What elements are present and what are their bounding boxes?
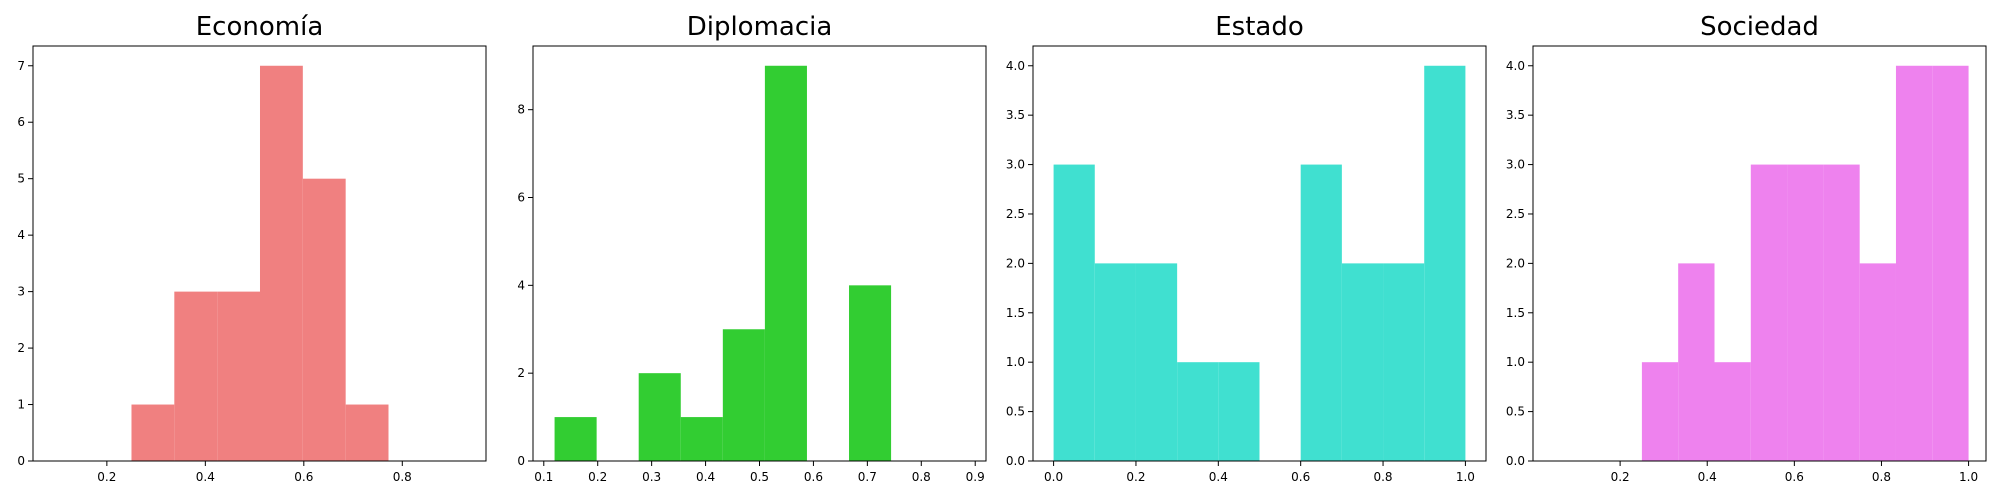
- y-tick-label: 8: [517, 103, 525, 117]
- y-tick-label: 1.5: [1006, 306, 1025, 320]
- histogram-bar: [131, 404, 175, 461]
- histogram-bar: [259, 65, 303, 461]
- histogram-bar: [1383, 263, 1425, 461]
- y-tick-label: 0.0: [1506, 454, 1525, 468]
- x-tick-label: 0.8: [1872, 470, 1891, 484]
- x-tick-label: 0.0: [1044, 470, 1063, 484]
- x-tick-label: 0.1: [534, 470, 553, 484]
- y-tick-label: 1: [17, 398, 25, 412]
- histogram-bar: [1641, 362, 1679, 461]
- y-tick-label: 5: [17, 172, 25, 186]
- histogram-bar: [1053, 164, 1095, 462]
- histogram-bar: [345, 404, 389, 461]
- histogram-bar: [849, 285, 892, 461]
- x-tick-label: 0.2: [588, 470, 607, 484]
- histogram-bar: [217, 291, 260, 461]
- x-tick-label: 0.4: [1209, 470, 1228, 484]
- histogram-bar: [1859, 263, 1896, 461]
- histogram-bar: [1714, 362, 1751, 461]
- x-tick-label: 0.8: [912, 470, 931, 484]
- y-tick-label: 0: [17, 454, 25, 468]
- y-tick-label: 3.0: [1506, 158, 1525, 172]
- x-tick-label: 0.8: [1373, 470, 1392, 484]
- y-tick-label: 3.5: [1006, 108, 1025, 122]
- y-tick-label: 2.5: [1506, 207, 1525, 221]
- histogram-panel-4: 0.2 0.4 0.6 0.8 1.0 0.0 0.5 1.0 1.5 2.0 2.5 3.0 3.5 4…: [1506, 12, 1987, 484]
- y-tick-label: 3: [17, 285, 25, 299]
- y-tick-label: 2.5: [1006, 207, 1025, 221]
- plot-frame: [1032, 45, 1487, 462]
- panel-title: Estado: [1215, 12, 1304, 42]
- y-tick-label: 2: [17, 341, 25, 355]
- x-tick-label: 0.4: [196, 470, 215, 484]
- histogram-bar: [1341, 263, 1384, 461]
- histogram-bar: [680, 417, 723, 461]
- y-tick-label: 4: [517, 278, 525, 292]
- histogram-bar: [1218, 362, 1260, 461]
- panel-title: Economía: [196, 12, 324, 42]
- x-tick-label: 0.9: [966, 470, 985, 484]
- panel-title: Sociedad: [1700, 12, 1819, 42]
- y-tick-label: 0.5: [1006, 405, 1025, 419]
- y-tick-label: 3.5: [1506, 108, 1525, 122]
- histogram-bar: [1424, 65, 1466, 461]
- histogram-panel-1: 0.2 0.4 0.6 0.8 0 1 2 3 4 5 6 7 Economía: [17, 12, 487, 484]
- histogram-panel-2: 0.1 0.2 0.3 0.4 0.5 0.6 0.7 0.8 0.9 0 2 4 6 8 Diplomac…: [517, 12, 987, 484]
- panel-title: Diplomacia: [687, 12, 833, 42]
- y-tick-label: 7: [17, 59, 25, 73]
- histogram-bar: [1300, 164, 1342, 462]
- x-tick-label: 0.7: [858, 470, 877, 484]
- x-tick-label: 0.6: [1785, 470, 1804, 484]
- x-tick-label: 0.2: [1611, 470, 1630, 484]
- y-tick-label: 2: [517, 366, 525, 380]
- x-tick-label: 0.2: [1126, 470, 1145, 484]
- y-tick-label: 1.0: [1006, 355, 1025, 369]
- x-tick-label: 1.0: [1959, 470, 1978, 484]
- y-tick-label: 2.0: [1506, 256, 1525, 270]
- histogram-bar: [174, 291, 218, 461]
- plot-frame: [1532, 45, 1987, 462]
- histogram-panel-3: 0.0 0.2 0.4 0.6 0.8 1.0 0.0 0.5 1.0 1.5 2.0 2.5 3.0 3…: [1006, 12, 1487, 484]
- x-tick-label: 0.3: [642, 470, 661, 484]
- histogram-bar: [1177, 362, 1219, 461]
- y-tick-label: 4: [17, 228, 25, 242]
- x-tick-label: 0.2: [97, 470, 116, 484]
- histogram-bar: [1094, 263, 1136, 461]
- y-tick-label: 1.0: [1506, 355, 1525, 369]
- histogram-bar: [554, 417, 597, 461]
- x-tick-label: 0.6: [294, 470, 313, 484]
- x-tick-label: 0.6: [804, 470, 823, 484]
- histogram-bar: [1135, 263, 1178, 461]
- y-tick-label: 6: [517, 191, 525, 205]
- histogram-bar: [1678, 263, 1715, 461]
- y-tick-label: 4.0: [1006, 59, 1025, 73]
- histogram-bar: [1823, 164, 1860, 462]
- histogram-bar: [638, 373, 681, 461]
- histogram-bar: [1750, 164, 1788, 462]
- histogram-bar: [1895, 65, 1933, 461]
- histogram-bar: [302, 178, 346, 461]
- histogram-bar: [722, 329, 765, 461]
- x-tick-label: 1.0: [1456, 470, 1475, 484]
- plot-frame: [32, 45, 487, 462]
- histogram-bar: [764, 65, 807, 461]
- x-tick-label: 0.8: [393, 470, 412, 484]
- x-tick-label: 0.4: [696, 470, 715, 484]
- y-tick-label: 0: [517, 454, 525, 468]
- y-tick-label: 1.5: [1506, 306, 1525, 320]
- x-tick-label: 0.5: [750, 470, 769, 484]
- y-tick-label: 0.0: [1006, 454, 1025, 468]
- y-tick-label: 2.0: [1006, 256, 1025, 270]
- histogram-bar: [1932, 65, 1969, 461]
- y-tick-label: 4.0: [1506, 59, 1525, 73]
- histogram-bar: [1787, 164, 1824, 462]
- y-tick-label: 6: [17, 115, 25, 129]
- y-tick-label: 0.5: [1506, 405, 1525, 419]
- x-tick-label: 0.4: [1698, 470, 1717, 484]
- x-tick-label: 0.6: [1291, 470, 1310, 484]
- y-tick-label: 3.0: [1006, 158, 1025, 172]
